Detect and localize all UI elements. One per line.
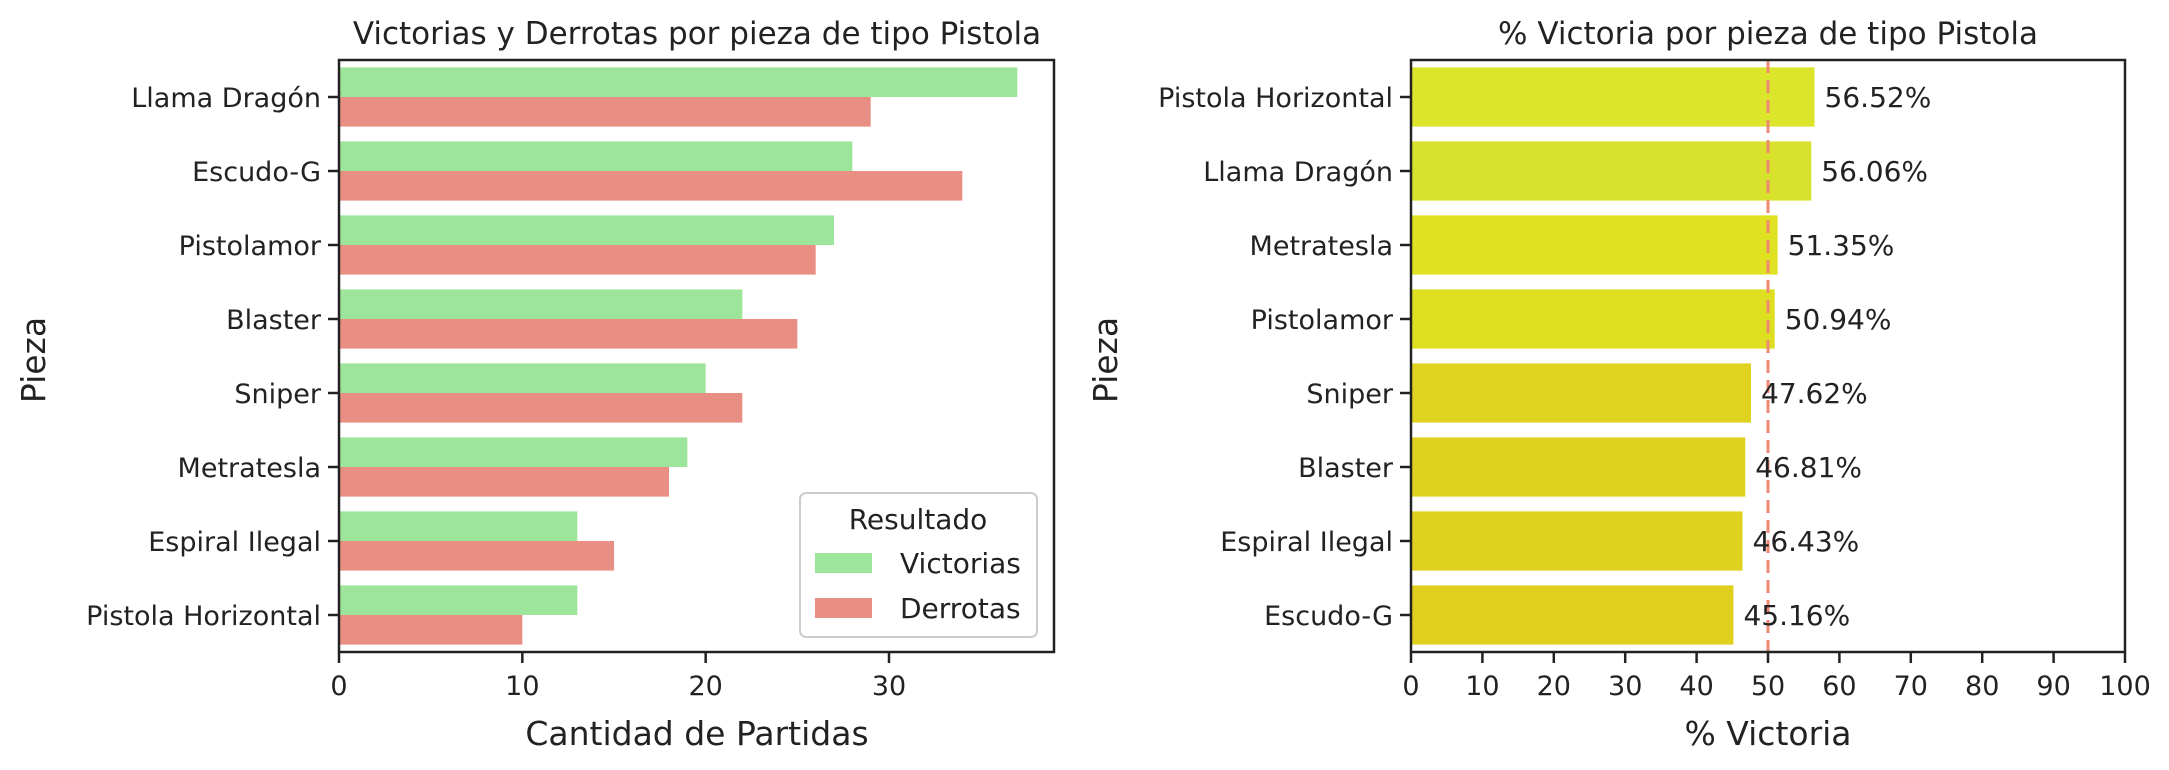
y-tick-label: Sniper (234, 379, 322, 410)
x-tick-label: 30 (872, 671, 906, 702)
y-tick-label: Sniper (1306, 379, 1394, 410)
wins-losses-chart: Victorias y Derrotas por pieza de tipo P… (14, 16, 1056, 753)
data-label-pistolamor: 50.94% (1785, 303, 1892, 336)
y-tick-label: Metratesla (178, 453, 321, 484)
bar-sniper (1411, 363, 1752, 423)
bar-victorias-espiral-ilegal (339, 511, 578, 541)
x-tick-label: 10 (1465, 671, 1499, 702)
y-tick-label: Pistolamor (179, 231, 322, 262)
data-label-sniper: 47.62% (1761, 377, 1868, 410)
bar-victorias-pistolamor (339, 215, 834, 245)
data-label-escudo-g: 45.16% (1743, 599, 1850, 632)
x-axis-ticks-2: 0 10 20 30 40 50 60 70 80 90 100 (1402, 652, 2151, 702)
bar-llama-dragon (1411, 141, 1812, 201)
legend-swatch-derrotas (815, 598, 872, 618)
bars-layer (339, 67, 1018, 645)
bar-victorias-escudo-g (339, 141, 853, 171)
y-tick-label: Pistola Horizontal (86, 601, 321, 632)
bar-derrotas-pistolamor (339, 245, 816, 275)
plot-frame-2 (1409, 58, 2127, 654)
bar-pistolamor (1411, 289, 1775, 349)
y-tick-label: Pistolamor (1251, 305, 1394, 336)
bar-victorias-pistola-horizontal (339, 585, 578, 615)
x-tick-label: 80 (1965, 671, 1999, 702)
bar-pistola-horizontal (1411, 67, 1815, 127)
x-tick-label: 90 (2036, 671, 2070, 702)
x-tick-label: 60 (1822, 671, 1856, 702)
data-labels: 56.52% 56.06% 51.35% 50.94% 47.62% 46.81% 46.4… (1743, 81, 1931, 632)
y-axis-label: Pieza (14, 317, 53, 403)
x-tick-label: 100 (2099, 671, 2151, 702)
y-axis-ticks: Llama Dragón Escudo-G Pistolamor Blaster Sni… (86, 83, 339, 632)
data-label-pistola-horizontal: 56.52% (1825, 81, 1932, 114)
bar-victorias-metratesla (339, 437, 688, 467)
y-tick-label: Escudo-G (192, 157, 321, 188)
x-tick-label: 30 (1608, 671, 1642, 702)
plot-frame (337, 58, 1056, 654)
x-tick-label: 10 (505, 671, 539, 702)
y-tick-label: Espiral Ilegal (148, 527, 321, 558)
x-tick-label: 50 (1751, 671, 1785, 702)
y-tick-label: Blaster (1298, 453, 1394, 484)
y-tick-label: Pistola Horizontal (1158, 83, 1393, 114)
bar-derrotas-blaster (339, 319, 798, 349)
bar-metratesla (1411, 215, 1778, 275)
y-axis-ticks-2: Pistola Horizontal Llama Dragón Metratesla… (1158, 83, 1411, 632)
x-tick-label: 70 (1894, 671, 1928, 702)
bar-escudo-g (1411, 585, 1734, 645)
x-tick-label: 0 (1402, 671, 1419, 702)
y-axis-label-2: Pieza (1086, 317, 1125, 403)
y-tick-label: Llama Dragón (131, 83, 321, 114)
y-tick-label: Espiral Ilegal (1220, 527, 1393, 558)
x-tick-label: 40 (1679, 671, 1713, 702)
legend-label-victorias: Victorias (900, 547, 1021, 580)
bars-layer-2 (1411, 67, 1815, 645)
win-percentage-chart: % Victoria por pieza de tipo Pistola 56.… (1086, 16, 2151, 753)
y-tick-label: Metratesla (1250, 231, 1393, 262)
x-tick-label: 0 (330, 671, 347, 702)
y-tick-label: Blaster (226, 305, 322, 336)
data-label-metratesla: 51.35% (1788, 229, 1895, 262)
legend-swatch-victorias (815, 553, 872, 573)
bar-derrotas-metratesla (339, 467, 669, 497)
x-axis-label: Cantidad de Partidas (525, 714, 868, 753)
x-axis-ticks: 0 10 20 30 (330, 652, 906, 702)
legend: Resultado Victorias Derrotas (799, 492, 1038, 638)
bar-espiral-ilegal (1411, 511, 1743, 571)
x-axis-label-2: % Victoria (1684, 714, 1851, 753)
bar-derrotas-pistola-horizontal (339, 615, 523, 645)
y-tick-label: Llama Dragón (1203, 157, 1393, 188)
data-label-llama-dragon: 56.06% (1821, 155, 1928, 188)
bar-derrotas-espiral-ilegal (339, 541, 614, 571)
bar-blaster (1411, 437, 1746, 497)
chart-title: Victorias y Derrotas por pieza de tipo P… (353, 16, 1041, 52)
bar-victorias-sniper (339, 363, 706, 393)
bar-derrotas-llama-dragon (339, 97, 871, 127)
y-tick-label: Escudo-G (1264, 601, 1393, 632)
legend-title: Resultado (849, 503, 988, 536)
x-tick-label: 20 (688, 671, 722, 702)
data-label-espiral-ilegal: 46.43% (1753, 525, 1860, 558)
bar-victorias-blaster (339, 289, 743, 319)
bar-victorias-llama-dragon (339, 67, 1018, 97)
bar-derrotas-sniper (339, 393, 743, 423)
bar-derrotas-escudo-g (339, 171, 963, 201)
chart-title-2: % Victoria por pieza de tipo Pistola (1498, 16, 2038, 52)
legend-label-derrotas: Derrotas (900, 592, 1021, 625)
x-tick-label: 20 (1537, 671, 1571, 702)
data-label-blaster: 46.81% (1755, 451, 1862, 484)
